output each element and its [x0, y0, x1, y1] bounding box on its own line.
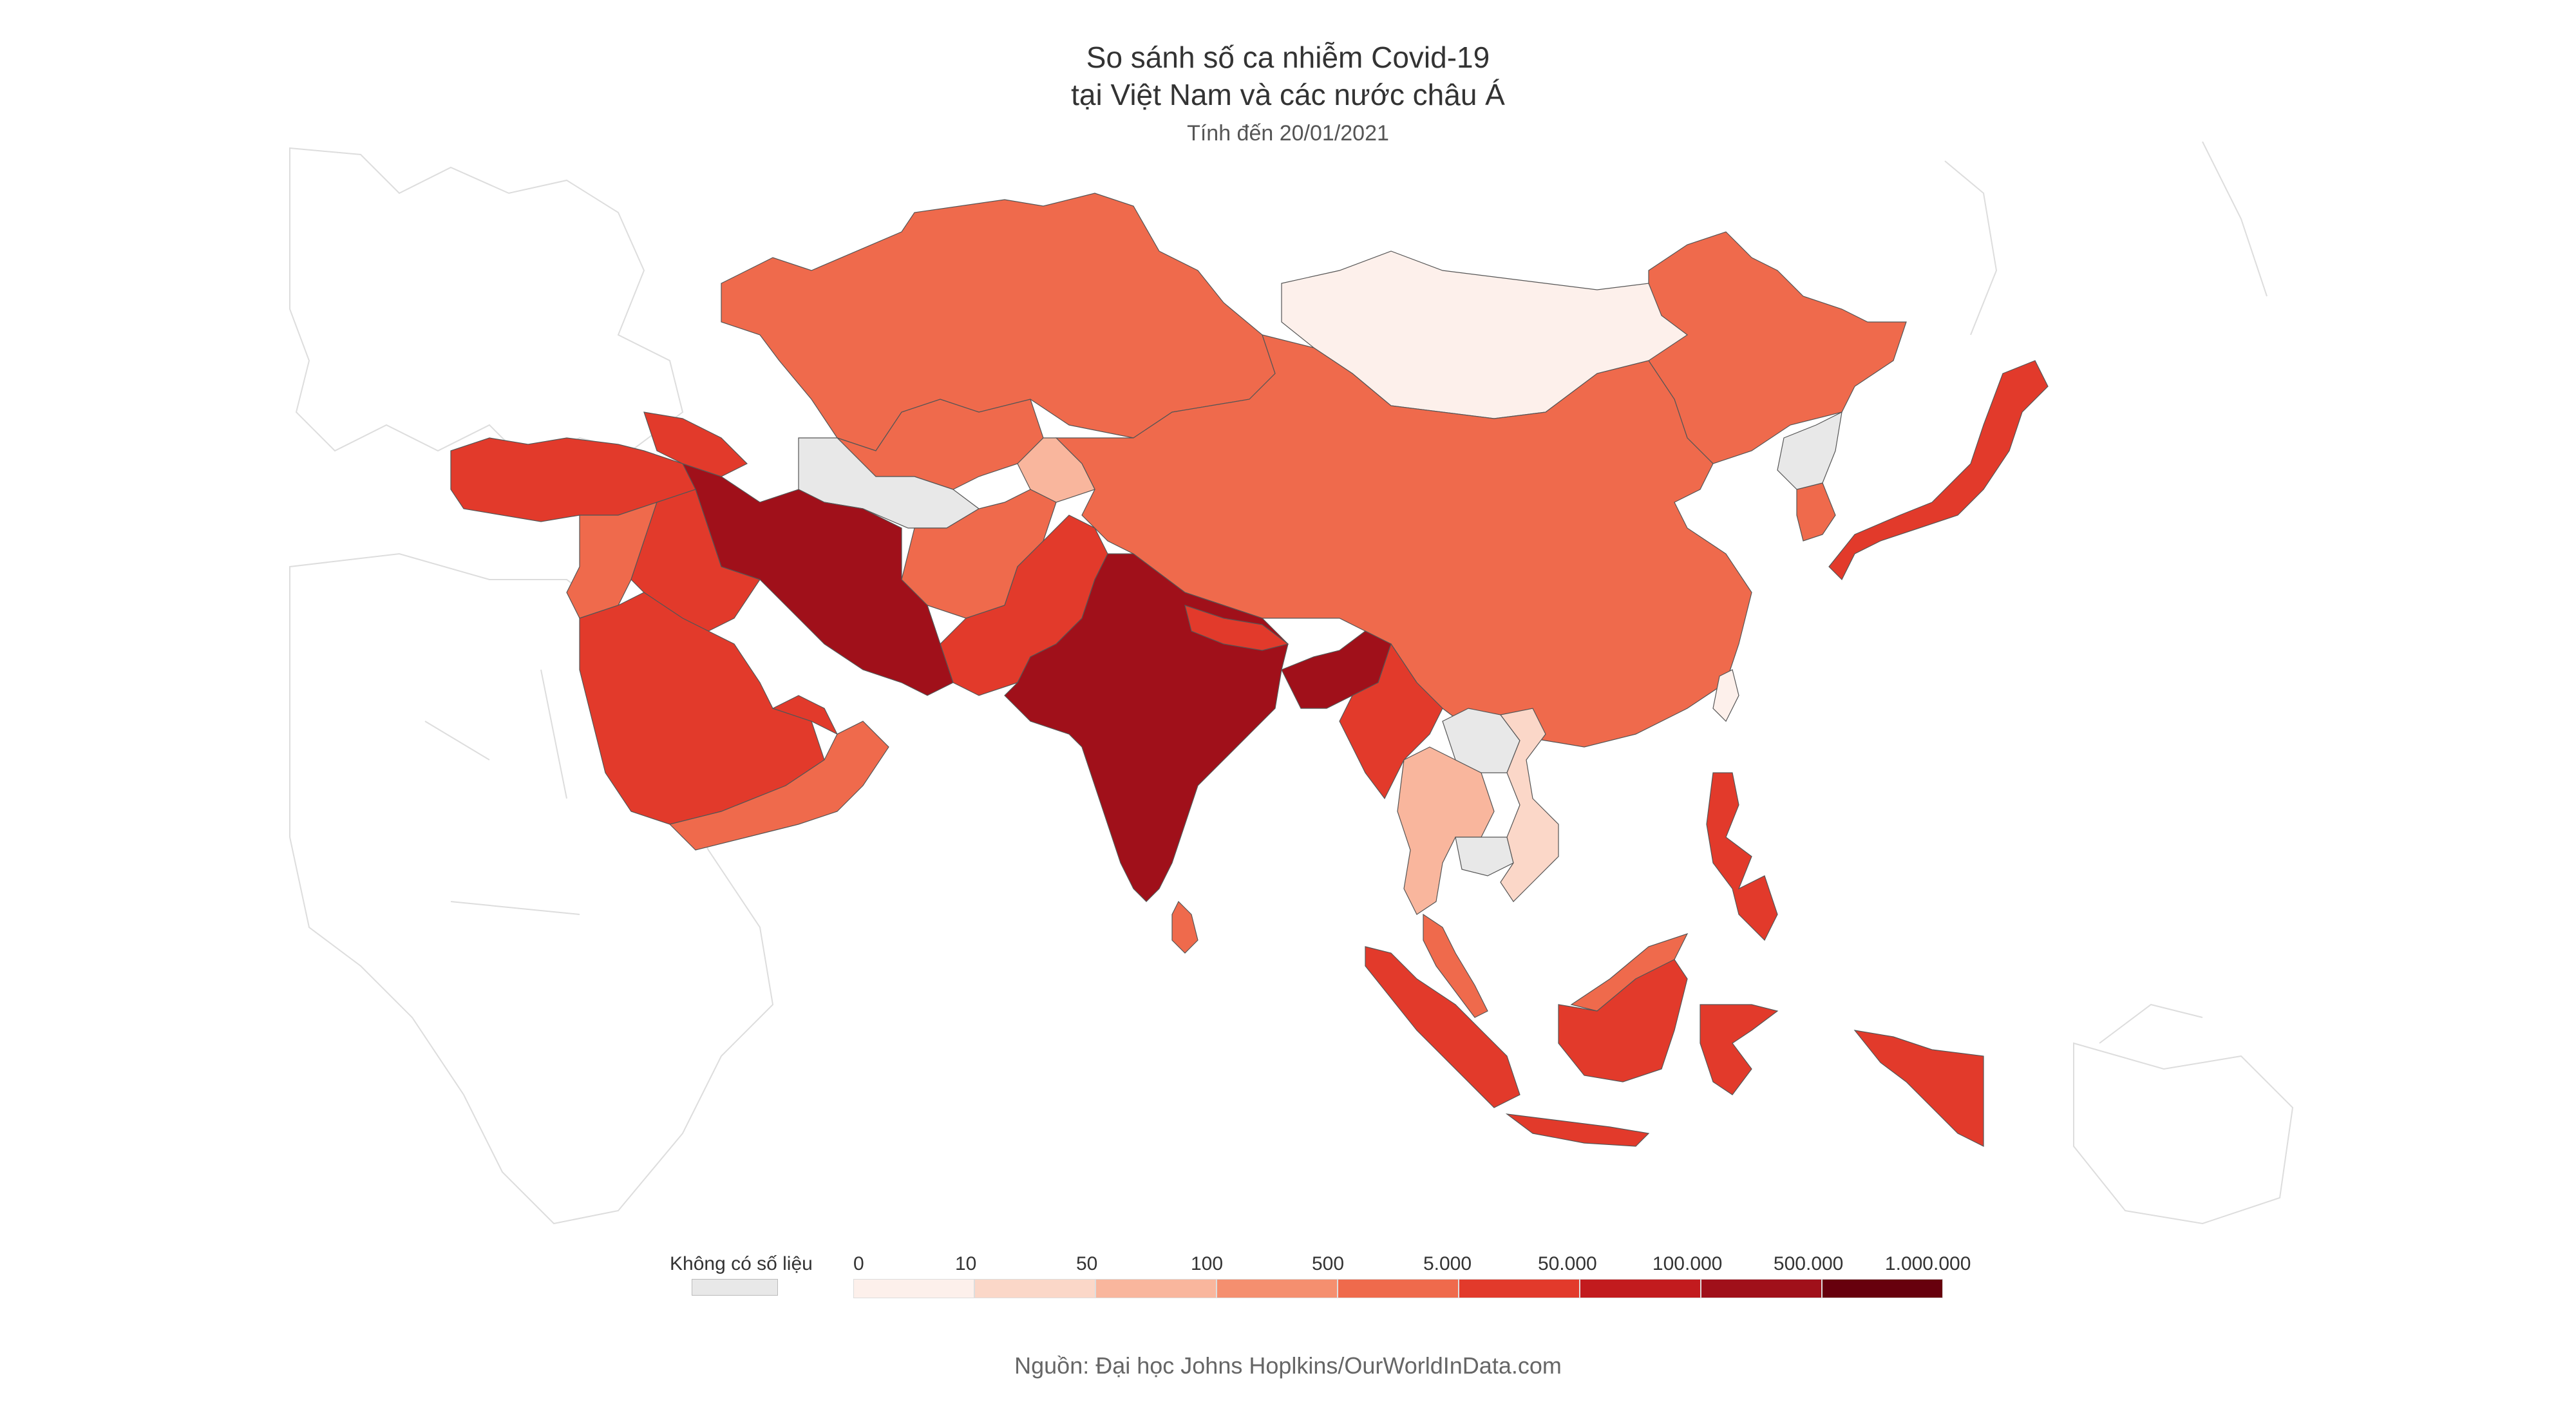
legend-swatch [853, 1279, 974, 1298]
region-japan [1828, 360, 2049, 581]
region-sri-lanka [1171, 900, 1198, 954]
region-north-korea [1777, 411, 1842, 490]
legend-nodata-swatch [692, 1279, 778, 1296]
legend-tick-label: 100 [1190, 1253, 1224, 1274]
region-malay-peninsula [1423, 913, 1488, 1018]
legend-tick-label: 0 [853, 1253, 864, 1274]
region-sumatra [1365, 946, 1520, 1108]
region-vietnam [1499, 708, 1559, 902]
legend-swatch [1459, 1279, 1580, 1298]
chart-title-line1: So sánh số ca nhiễm Covid-19 [1086, 41, 1490, 74]
region-java [1505, 1113, 1650, 1147]
legend-swatch [974, 1279, 1095, 1298]
legend-nodata-label: Không có số liệu [670, 1253, 813, 1274]
region-saudi-arabia [579, 592, 825, 825]
region-iraq [630, 489, 761, 632]
region-yemen-oman [668, 721, 889, 851]
source-note: Nguồn: Đại học Johns Hoplkins/OurWorldIn… [1014, 1352, 1562, 1379]
legend-tick-label: 500.000 [1773, 1253, 1844, 1274]
legend-tick-label: 50.000 [1537, 1253, 1597, 1274]
region-papua [1853, 1030, 1984, 1147]
legend-tick-label: 5.000 [1423, 1253, 1472, 1274]
legend-swatch [1822, 1279, 1943, 1298]
region-south-korea [1796, 482, 1836, 542]
region-cambodia [1455, 837, 1514, 876]
legend-swatch [1095, 1279, 1217, 1298]
legend-swatch [1580, 1279, 1701, 1298]
legend-tick-label: 10 [954, 1253, 977, 1274]
legend-tick-label: 50 [1075, 1253, 1098, 1274]
legend-tick-label: 500 [1311, 1253, 1345, 1274]
legend-tick-label: 1.000.000 [1884, 1253, 1971, 1274]
region-russia-far-east [1648, 231, 1907, 464]
chart-subtitle: Tính đến 20/01/2021 [1187, 121, 1389, 146]
country-regions [450, 193, 2049, 1147]
region-philippines [1706, 772, 1778, 941]
legend-swatch [1338, 1279, 1459, 1298]
chart-title-line2: tại Việt Nam và các nước châu Á [1071, 78, 1505, 111]
region-borneo-indonesia [1558, 959, 1688, 1083]
region-nepal [1184, 605, 1289, 651]
region-taiwan [1712, 669, 1739, 723]
region-syria-jordan [566, 502, 658, 619]
legend-tick-label: 100.000 [1652, 1253, 1723, 1274]
region-caucasus [643, 411, 748, 477]
region-uae-qatar [772, 695, 838, 735]
legend-swatch [1217, 1279, 1338, 1298]
legend-swatch [1701, 1279, 1822, 1298]
region-myanmar [1339, 643, 1443, 800]
region-sulawesi [1700, 1004, 1779, 1095]
